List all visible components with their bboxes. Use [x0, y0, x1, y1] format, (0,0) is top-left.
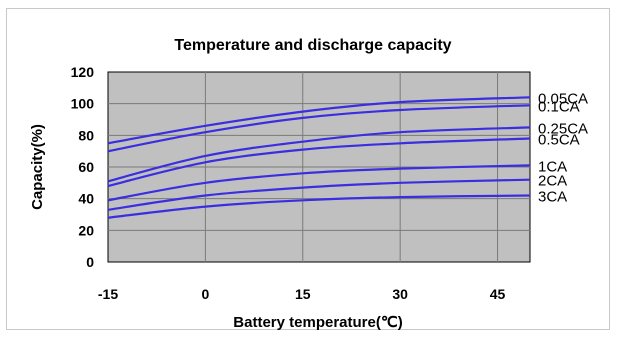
y-tick-label: 40 — [78, 191, 94, 207]
series-label-3CA: 3CA — [538, 189, 567, 206]
series-line-2CA — [107, 178, 531, 211]
x-tick-label: 45 — [490, 286, 506, 302]
series-label-0.05CA: 0.05CA — [538, 90, 588, 107]
y-tick-label: 120 — [71, 64, 95, 80]
series-line-3CA — [107, 194, 531, 219]
y-axis-label: Capacity(%) — [29, 124, 46, 210]
y-tick-label: 100 — [71, 96, 95, 112]
series-label-0.1CA: 0.1CA — [538, 98, 580, 115]
series-line-0.5CA — [107, 137, 531, 188]
series-label-1CA: 1CA — [538, 158, 567, 175]
x-tick-label: 0 — [201, 286, 209, 302]
series-label-2CA: 2CA — [538, 173, 567, 190]
chart-title: Temperature and discharge capacity — [174, 37, 451, 54]
series-label-0.25CA: 0.25CA — [538, 120, 588, 137]
y-tick-label: 20 — [78, 222, 94, 238]
y-tick-label: 80 — [78, 127, 94, 143]
x-tick-label: 30 — [392, 286, 408, 302]
y-tick-label: 0 — [86, 254, 94, 270]
series-line-1CA — [107, 164, 531, 202]
y-tick-label: 60 — [78, 159, 94, 175]
x-axis-label: Battery temperature(℃) — [233, 314, 402, 331]
series-lines — [107, 96, 531, 219]
x-tick-label: 15 — [295, 286, 311, 302]
series-line-0.25CA — [107, 126, 531, 183]
series-line-0.05CA — [107, 96, 531, 145]
series-label-0.5CA: 0.5CA — [538, 132, 580, 149]
series-line-0.1CA — [107, 104, 531, 153]
x-tick-label: -15 — [98, 286, 118, 302]
